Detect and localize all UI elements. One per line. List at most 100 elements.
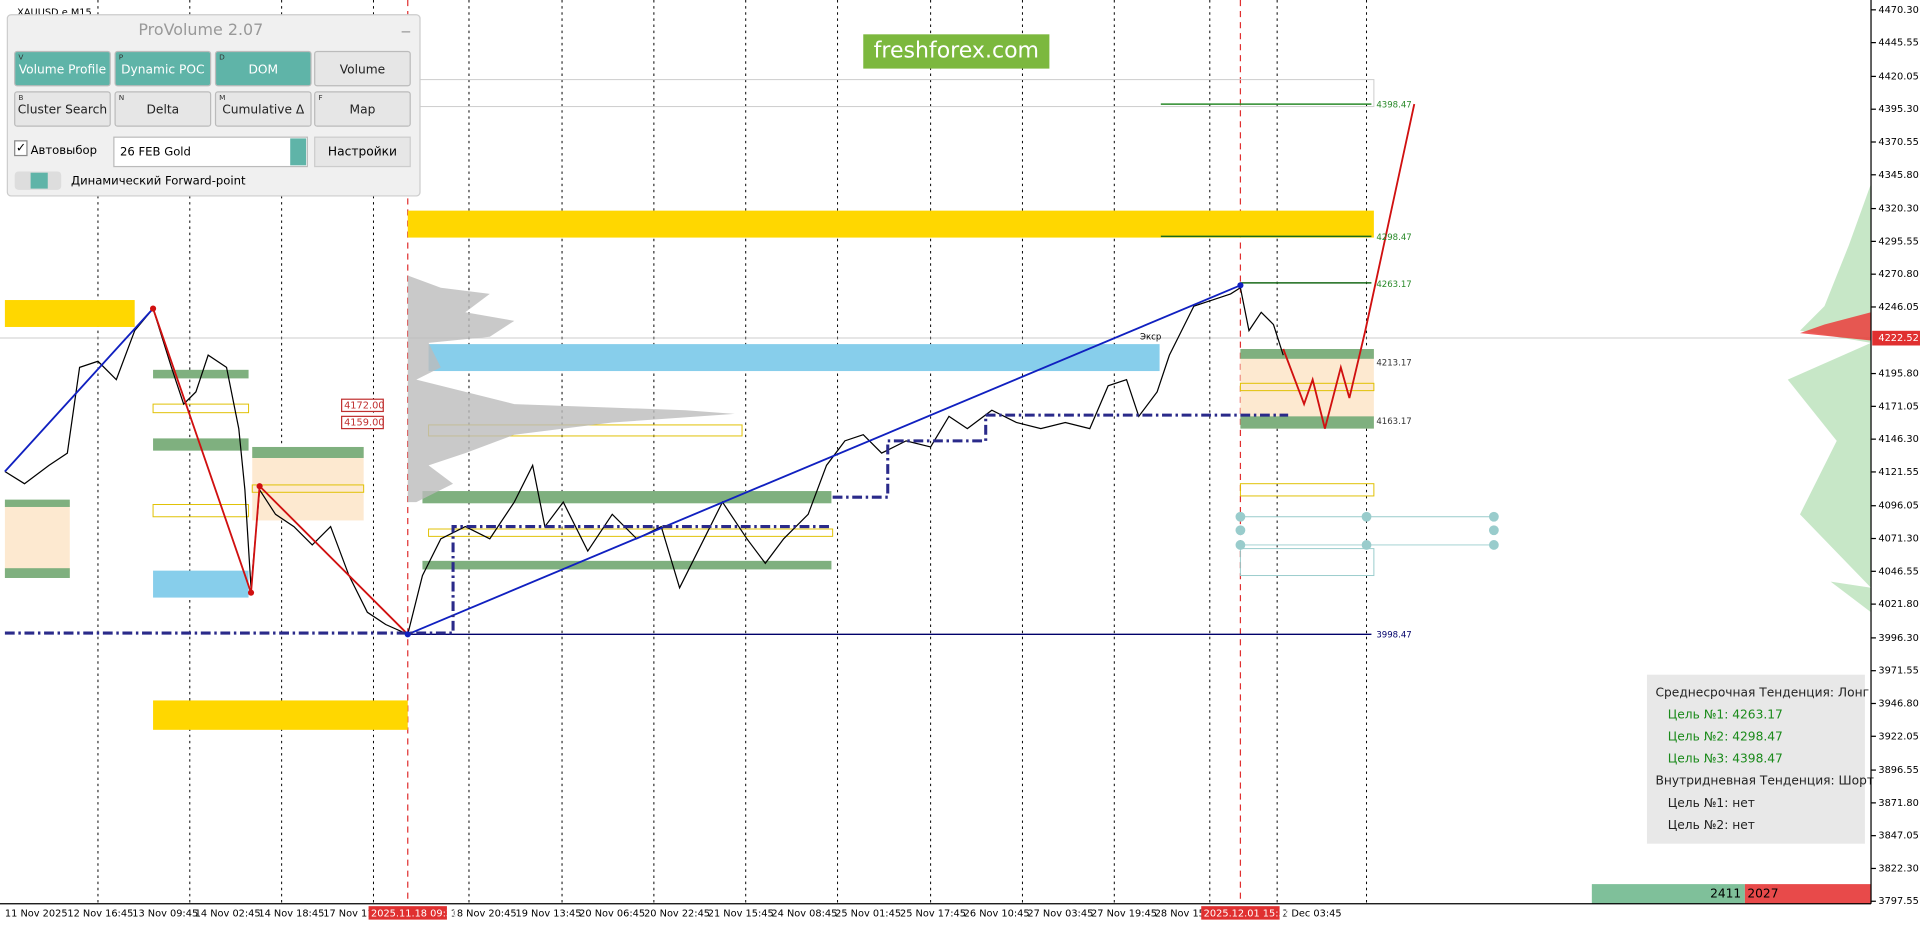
panel-button[interactable] (314, 91, 411, 127)
time-label: 14 Nov 02:45 (195, 909, 261, 920)
time-marker: 2025.11.18 09:30 (371, 909, 458, 920)
time-label: 20 Nov 22:45 (644, 909, 710, 920)
button-key[interactable]: D (219, 53, 225, 62)
marker-text: Экср (1140, 332, 1161, 342)
price-label: 4195.80 (1878, 369, 1918, 380)
button-label[interactable]: DOM (248, 62, 278, 76)
level-label: 4298.47 (1376, 233, 1411, 243)
info-line: Внутридневная Тенденция: Шорт (1656, 774, 1875, 788)
price-label: 4021.80 (1878, 599, 1918, 610)
time-label: 20 Nov 06:45 (579, 909, 645, 920)
time-label: 24 Nov 08:45 (771, 909, 837, 920)
panel-button[interactable] (314, 50, 411, 87)
button-label[interactable]: Cumulative Δ (222, 103, 305, 117)
time-label: 2 Dec 03:45 (1282, 909, 1342, 920)
price-label: 3922.05 (1878, 731, 1918, 742)
time-label: 28 Nov 15 (1155, 909, 1205, 920)
price-label: 4246.05 (1878, 302, 1918, 313)
price-label: 3971.55 (1878, 666, 1918, 677)
panel-button[interactable] (214, 91, 312, 127)
time-label: 11 Nov 2025 (5, 909, 68, 920)
price-label: 4270.80 (1878, 269, 1918, 280)
button-label[interactable]: Dynamic POC (121, 62, 204, 76)
panel-button[interactable] (114, 91, 212, 127)
level-label: 4213.17 (1376, 358, 1411, 368)
settings-label[interactable]: Настройки (328, 144, 397, 158)
price-label: 4096.05 (1878, 501, 1918, 512)
time-marker: 2025.12.01 15:30 (1204, 909, 1291, 920)
current-price-box (1872, 330, 1920, 346)
time-label: 25 Nov 01:45 (835, 909, 901, 920)
time-label: 17 Nov 11 (323, 909, 373, 920)
price-label: 4046.55 (1878, 566, 1918, 577)
button-key[interactable]: M (219, 93, 225, 102)
current-price: 4222.52 (1878, 333, 1918, 344)
time-label: 26 Nov 10:45 (964, 909, 1030, 920)
price-label: 4295.55 (1878, 236, 1918, 247)
price-label: 4121.55 (1878, 467, 1918, 478)
panel-button[interactable] (14, 50, 111, 87)
panel-button[interactable] (114, 50, 212, 87)
price-label: 4445.55 (1878, 38, 1918, 49)
price-label: 3896.55 (1878, 765, 1918, 776)
time-label: 18 Nov 20:45 (451, 909, 517, 920)
button-key[interactable]: V (18, 53, 23, 62)
time-label: 25 Nov 17:45 (900, 909, 966, 920)
price-label: 4420.05 (1878, 71, 1918, 82)
price-label: 3847.05 (1878, 831, 1918, 842)
zone-label: 4172.00 (344, 400, 384, 411)
time-label: 13 Nov 09:45 (132, 909, 198, 920)
watermark: freshforex.com (874, 38, 1039, 63)
price-label: 4345.80 (1878, 170, 1918, 181)
price-label: 3946.80 (1878, 698, 1918, 709)
info-line: Цель №1: 4263.17 (1668, 708, 1783, 722)
price-label: 4146.30 (1878, 434, 1918, 445)
buy-count: 2411 (1710, 886, 1741, 900)
time-marker-box (1201, 906, 1280, 920)
button-key[interactable]: N (119, 93, 124, 102)
svg-text:✓: ✓ (16, 141, 26, 155)
checkbox-label[interactable]: Автовыбор (31, 143, 97, 157)
panel-button[interactable] (14, 91, 111, 127)
time-label: 14 Nov 18:45 (258, 909, 324, 920)
level-label: 3998.47 (1376, 631, 1411, 641)
price-label: 4370.55 (1878, 137, 1918, 148)
time-label: 27 Nov 03:45 (1027, 909, 1093, 920)
info-line: Цель №1: нет (1668, 796, 1755, 810)
panel-button[interactable] (214, 50, 312, 87)
time-label: 19 Nov 13:45 (516, 909, 582, 920)
button-key[interactable]: P (119, 53, 124, 62)
settings-button[interactable] (314, 136, 411, 168)
price-label: 4395.30 (1878, 104, 1918, 115)
zone-label: 4159.00 (344, 417, 384, 428)
level-label: 4163.17 (1376, 417, 1411, 427)
time-label: 27 Nov 19:45 (1091, 909, 1157, 920)
price-label: 3871.80 (1878, 798, 1918, 809)
price-label: 3797.55 (1878, 896, 1918, 907)
volume-profile (407, 275, 735, 503)
button-label[interactable]: Volume Profile (19, 62, 106, 76)
forward-point-label[interactable]: Динамический Forward-point (71, 174, 246, 188)
panel-title: ProVolume 2.07 (138, 20, 263, 39)
info-line: Цель №3: 4398.47 (1668, 752, 1783, 766)
info-line: Цель №2: нет (1668, 818, 1755, 832)
button-key[interactable]: F (318, 93, 322, 102)
instrument-select[interactable] (113, 136, 308, 168)
button-label[interactable]: Delta (147, 103, 180, 117)
price-label: 4320.30 (1878, 204, 1918, 215)
button-label[interactable]: Volume (340, 62, 386, 76)
zone-label-box (341, 415, 384, 430)
price-label: 4071.30 (1878, 534, 1918, 545)
price-label: 3822.30 (1878, 863, 1918, 874)
price-label: 3996.30 (1878, 633, 1918, 644)
time-marker-box (368, 906, 447, 920)
button-label[interactable]: Map (350, 103, 376, 117)
instrument[interactable]: 26 FEB Gold (120, 144, 191, 158)
symbol: XAUUSD e.M15 (17, 7, 92, 18)
button-key[interactable]: B (18, 93, 23, 102)
button-label[interactable]: Cluster Search (18, 103, 107, 117)
info-line: Цель №2: 4298.47 (1668, 730, 1783, 744)
price-label: 4470.30 (1878, 5, 1918, 16)
